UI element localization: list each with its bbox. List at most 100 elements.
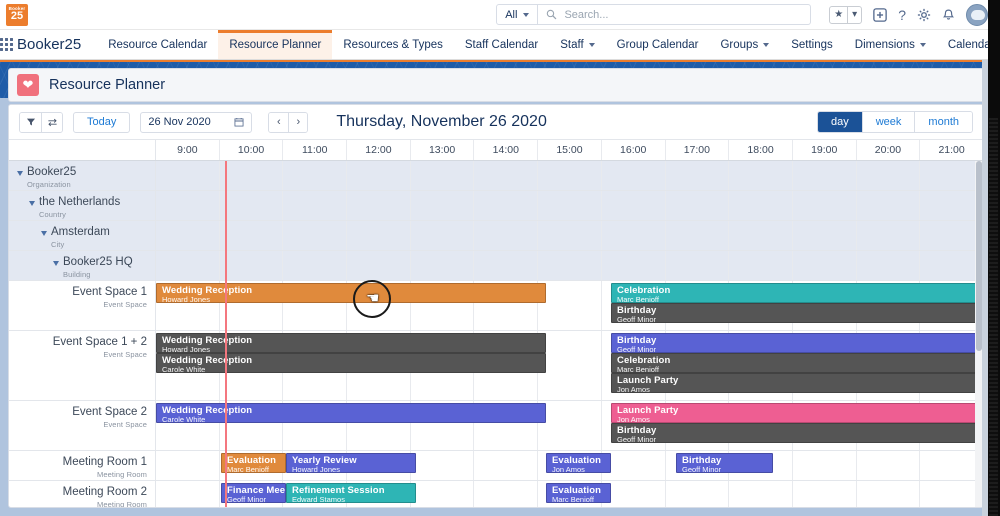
- grid-column[interactable]: [156, 451, 220, 480]
- tree-row-amsterdam[interactable]: Amsterdam City: [9, 221, 983, 251]
- grid-column[interactable]: [602, 251, 666, 280]
- grid-column[interactable]: [411, 281, 475, 330]
- grid-column[interactable]: [474, 481, 539, 507]
- grid-column[interactable]: [538, 331, 602, 400]
- grid-column[interactable]: [156, 481, 220, 507]
- grid-column[interactable]: [538, 191, 602, 220]
- event-block[interactable]: Evaluation Marc Benioff: [546, 483, 611, 503]
- grid-column[interactable]: [411, 251, 475, 280]
- nav-item-resource-planner[interactable]: Resource Planner: [218, 30, 333, 59]
- chevron-down-icon[interactable]: [29, 201, 35, 206]
- event-block[interactable]: Wedding Reception Carole White: [156, 353, 546, 373]
- grid-column[interactable]: [347, 281, 411, 330]
- grid-column[interactable]: [920, 451, 983, 480]
- tree-row-booker25-hq[interactable]: Booker25 HQ Building: [9, 251, 983, 281]
- tree-row-booker25[interactable]: Booker25 Organization: [9, 161, 983, 191]
- resource-label-cell[interactable]: Meeting Room 1 Meeting Room: [9, 451, 156, 480]
- resource-label-cell[interactable]: Event Space 1 + 2 Event Space: [9, 331, 156, 400]
- event-block[interactable]: Celebration Marc Benioff: [611, 283, 983, 303]
- grid-column[interactable]: [920, 191, 983, 220]
- nav-item-groups[interactable]: Groups: [709, 30, 780, 59]
- grid-column[interactable]: [602, 161, 666, 190]
- page-scrollbar[interactable]: [982, 60, 988, 516]
- grid-column[interactable]: [729, 221, 793, 250]
- grid-column[interactable]: [920, 221, 983, 250]
- chevron-down-icon[interactable]: [17, 171, 23, 176]
- star-icon[interactable]: ★: [830, 6, 849, 23]
- event-block[interactable]: Evaluation Marc Benioff: [221, 453, 286, 473]
- filter-icon[interactable]: [20, 112, 41, 132]
- chevron-down-icon[interactable]: [53, 261, 59, 266]
- grid-column[interactable]: [411, 221, 475, 250]
- grid-column[interactable]: [156, 161, 220, 190]
- grid-column[interactable]: [156, 401, 220, 450]
- grid-column[interactable]: [347, 221, 411, 250]
- booker25-logo[interactable]: Booker 25: [6, 3, 28, 26]
- event-block[interactable]: Wedding Reception Howard Jones: [156, 333, 546, 353]
- tree-node-cell[interactable]: Booker25 Organization: [9, 161, 156, 190]
- grid-column[interactable]: [729, 451, 793, 480]
- favorites-button-group[interactable]: ★ ▾: [829, 5, 863, 24]
- grid-column[interactable]: [666, 161, 730, 190]
- grid-column[interactable]: [474, 251, 539, 280]
- nav-item-staff-calendar[interactable]: Staff Calendar: [454, 30, 549, 59]
- view-week-button[interactable]: week: [861, 112, 915, 132]
- grid-column[interactable]: [793, 251, 857, 280]
- grid-column[interactable]: [793, 451, 857, 480]
- grid-column[interactable]: [283, 401, 348, 450]
- grid-column[interactable]: [793, 481, 857, 507]
- resource-lane[interactable]: Evaluation Marc Benioff Yearly Review Howar…: [156, 451, 983, 480]
- vertical-scrollbar[interactable]: [975, 161, 983, 507]
- notifications-bell-icon[interactable]: [942, 8, 955, 22]
- grid-column[interactable]: [283, 281, 348, 330]
- global-search[interactable]: All Search...: [496, 4, 812, 25]
- grid-column[interactable]: [538, 221, 602, 250]
- grid-column[interactable]: [474, 191, 539, 220]
- app-launcher-icon[interactable]: [0, 30, 13, 59]
- tree-row-the-netherlands[interactable]: the Netherlands Country: [9, 191, 983, 221]
- date-input[interactable]: 26 Nov 2020: [140, 111, 253, 133]
- search-scope-dropdown[interactable]: All: [497, 5, 539, 24]
- calendar-icon[interactable]: [234, 117, 244, 127]
- grid-column[interactable]: [538, 161, 602, 190]
- grid-column[interactable]: [793, 191, 857, 220]
- grid-column[interactable]: [729, 251, 793, 280]
- grid-column[interactable]: [347, 191, 411, 220]
- grid-column[interactable]: [920, 481, 983, 507]
- resource-lane[interactable]: Wedding Reception Howard Jones Wedding Rec…: [156, 331, 983, 400]
- grid-column[interactable]: [220, 221, 284, 250]
- grid-column[interactable]: [857, 221, 921, 250]
- grid-column[interactable]: [156, 191, 220, 220]
- event-block[interactable]: Birthday Geoff Minor: [611, 423, 983, 443]
- nav-item-resources-types[interactable]: Resources & Types: [332, 30, 454, 59]
- grid-column[interactable]: [220, 251, 284, 280]
- resource-label-cell[interactable]: Event Space 2 Event Space: [9, 401, 156, 450]
- nav-item-dimensions[interactable]: Dimensions: [844, 30, 937, 59]
- user-avatar[interactable]: [966, 3, 988, 26]
- event-block[interactable]: Evaluation Jon Amos: [546, 453, 611, 473]
- today-button[interactable]: Today: [73, 111, 131, 133]
- grid-column[interactable]: [411, 401, 475, 450]
- grid-column[interactable]: [857, 191, 921, 220]
- swap-arrows-icon[interactable]: [41, 112, 62, 132]
- grid-column[interactable]: [347, 161, 411, 190]
- star-dropdown-icon[interactable]: ▾: [852, 9, 858, 20]
- grid-column[interactable]: [602, 191, 666, 220]
- grid-column[interactable]: [156, 221, 220, 250]
- grid-column[interactable]: [474, 161, 539, 190]
- grid-column[interactable]: [793, 161, 857, 190]
- event-block[interactable]: Yearly Review Howard Jones: [286, 453, 416, 473]
- grid-column[interactable]: [793, 221, 857, 250]
- grid-column[interactable]: [220, 281, 284, 330]
- grid-column[interactable]: [474, 221, 539, 250]
- event-block[interactable]: Celebration Marc Benioff: [611, 353, 983, 373]
- event-block[interactable]: Wedding Reception Howard Jones: [156, 283, 546, 303]
- grid-column[interactable]: [666, 191, 730, 220]
- grid-column[interactable]: [411, 191, 475, 220]
- grid-column[interactable]: [602, 481, 666, 507]
- nav-item-group-calendar[interactable]: Group Calendar: [606, 30, 710, 59]
- nav-item-resource-calendar[interactable]: Resource Calendar: [97, 30, 218, 59]
- event-block[interactable]: Birthday Geoff Minor: [611, 303, 983, 323]
- grid-column[interactable]: [347, 251, 411, 280]
- grid-column[interactable]: [857, 481, 921, 507]
